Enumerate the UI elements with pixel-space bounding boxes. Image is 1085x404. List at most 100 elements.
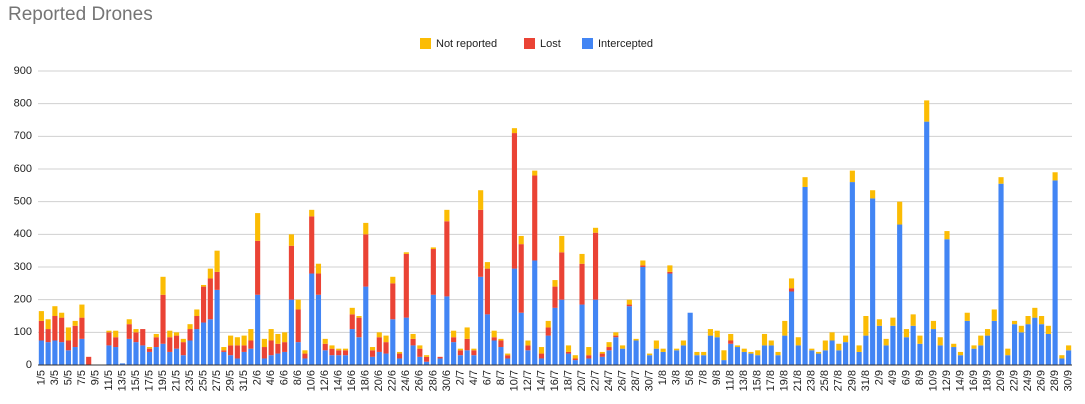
bar-segment [944,239,950,365]
bar-segment [1059,355,1065,359]
bar-segment [667,265,673,272]
bar-segment [498,338,504,341]
bar-segment [295,309,301,343]
bar-segment [52,340,58,365]
bar-segment [288,234,294,246]
bar-segment [140,329,146,346]
bar-segment [856,351,862,365]
x-tick-label: 14/9 [954,370,966,391]
bar-segment [153,333,159,338]
bar-segment [153,347,159,365]
bar-segment [444,296,450,365]
x-tick-label: 19/8 [779,370,791,391]
x-tick-label: 22/9 [1008,370,1020,391]
bar-segment [518,312,524,365]
bar-segment [788,288,795,292]
bar-segment [809,350,815,365]
bar-segment [173,332,180,336]
bar-segment [626,299,632,305]
y-tick-label: 900 [14,65,32,77]
bar-segment [910,325,916,365]
bar-segment [241,351,247,365]
bar-segment [282,332,288,343]
bar-segment [680,340,686,346]
bar-segment [228,345,234,356]
bar-segment [863,335,869,365]
bar-segment [674,348,680,351]
bar-segment [870,198,876,365]
bar-segment [714,330,720,338]
bar-segment [248,348,254,365]
bar-segment [1025,316,1031,325]
x-tick-label: 7/8 [698,370,710,385]
bar-segment [917,343,923,365]
bar-segment [484,262,490,269]
bar-segment [126,338,132,365]
bar-segment [133,332,139,343]
x-tick-label: 3/8 [671,370,683,385]
bar-segment [957,355,964,365]
bar-segment [640,267,646,365]
bar-segment [532,170,538,176]
bar-segment [579,304,585,365]
bar-segment [552,307,558,365]
bar-segment [261,347,267,359]
bar-segment [620,345,626,349]
bar-segment [336,355,342,365]
bar-segment [951,347,957,365]
bar-segment [214,271,220,290]
bar-segment [1005,348,1011,356]
bar-segment [1032,317,1038,365]
x-tick-label: 17/8 [765,370,777,391]
bar-segment [680,345,686,365]
bar-segment [484,268,490,315]
bar-segment [620,348,626,365]
bar-segment [72,320,78,326]
bar-segment [261,358,267,365]
bar-segment [1045,325,1051,334]
bar-segment [484,314,490,365]
bar-segment [187,340,193,365]
x-tick-label: 1/5 [35,370,47,385]
bar-segment [167,337,173,352]
bar-segment [917,335,923,344]
bar-segment [383,342,389,354]
x-tick-label: 14/7 [535,370,547,391]
bar-segment [390,276,396,284]
bar-segment [728,333,734,341]
bar-segment [849,170,855,183]
x-tick-label: 10/9 [927,370,939,391]
bar-segment [113,347,119,365]
bar-segment [160,294,166,344]
bar-segment [640,260,646,266]
bar-segment [505,353,511,356]
bar-segment [910,314,916,326]
bar-segment [464,338,470,351]
x-tick-label: 2/9 [873,370,885,385]
bar-segment [309,216,315,274]
x-tick-label: 26/7 [616,370,628,391]
x-tick-label: 6/9 [900,370,912,385]
x-tick-label: 6/7 [481,370,493,385]
bar-segment [606,347,612,351]
bar-segment [282,351,288,365]
y-tick-label: 700 [14,130,32,142]
bar-segment [525,345,531,351]
bar-segment [424,355,430,357]
x-tick-label: 30/7 [644,370,656,391]
bar-segment [194,316,200,330]
y-tick-label: 0 [26,359,32,371]
bar-segment [268,340,274,356]
bar-segment [471,355,477,365]
bar-segment [964,320,970,365]
bar-segment [451,342,457,365]
bar-segment [410,338,416,346]
x-tick-label: 21/8 [792,370,804,391]
bar-segment [167,330,173,338]
x-tick-label: 31/8 [860,370,872,391]
x-tick-label: 15/8 [752,370,764,391]
bar-segment [38,311,44,321]
bar-segment [478,209,484,277]
bar-segment [376,332,382,338]
